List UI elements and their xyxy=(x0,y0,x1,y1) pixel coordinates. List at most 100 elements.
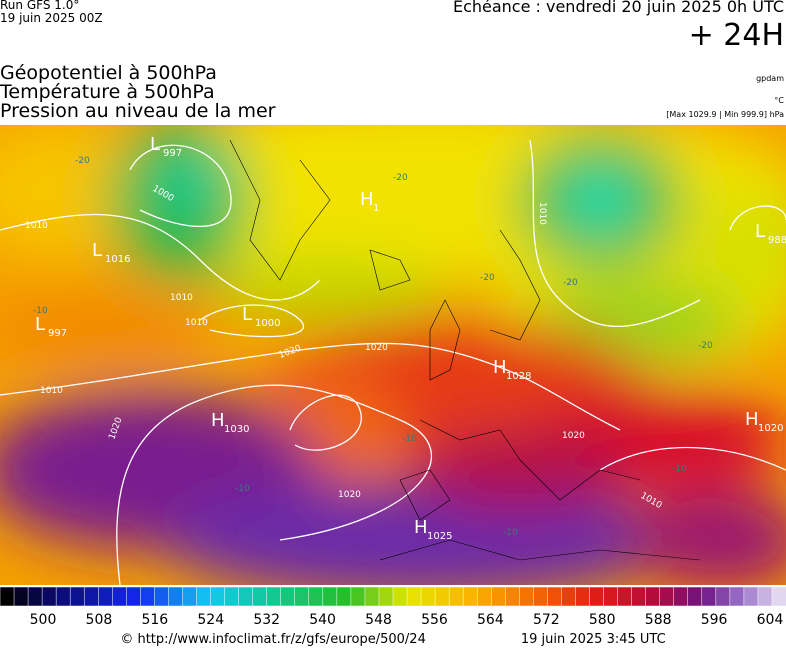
run-date: 19 juin 2025 00Z xyxy=(0,11,103,25)
colorbar-cell xyxy=(55,586,71,607)
pressure-center: H 1030 xyxy=(211,410,249,435)
colorbar-cell xyxy=(491,586,507,607)
temperature-label: -20 xyxy=(563,278,578,288)
colorbar-cell xyxy=(13,586,29,607)
isobar-label: 1020 xyxy=(338,490,361,500)
center-kind: L xyxy=(150,134,160,155)
colorbar-cell xyxy=(434,586,450,607)
isobar-label: 1010 xyxy=(170,293,193,303)
colorbar-cell xyxy=(687,586,703,607)
colorbar-cell xyxy=(196,586,212,607)
colorbar-cell xyxy=(617,586,633,607)
pressure-center: H 1020 xyxy=(745,409,783,434)
colorbar-cell xyxy=(112,586,128,607)
center-kind: L xyxy=(35,314,45,335)
unit-label: gpdam xyxy=(756,74,784,83)
colorbar-cell xyxy=(715,586,731,607)
colorbar-cell xyxy=(631,586,647,607)
temperature-label: -20 xyxy=(480,273,495,283)
colorbar-cell xyxy=(224,586,240,607)
pressure-center: L 997 xyxy=(150,134,182,159)
temperature-label: -10 xyxy=(235,484,250,494)
colorbar-cell xyxy=(0,586,15,607)
colorbar-cell xyxy=(420,586,436,607)
pressure-center: L 997 xyxy=(35,314,67,339)
colorbar-cell xyxy=(98,586,114,607)
isobar-label: 1020 xyxy=(562,431,585,441)
colorbar-cell xyxy=(154,586,170,607)
isobar-label: 1010 xyxy=(185,318,208,328)
colorbar-cell xyxy=(448,586,464,607)
coastlines xyxy=(229,139,701,561)
colorbar-tick-label: 604 xyxy=(757,612,784,628)
center-kind: H xyxy=(493,357,507,378)
colorbar-cell xyxy=(757,586,773,607)
temperature-label: -10 xyxy=(33,306,48,316)
pressure-center: L 1016 xyxy=(92,240,130,265)
colorbar-cell xyxy=(41,586,57,607)
colorbar-cell xyxy=(336,586,352,607)
colorbar-cell xyxy=(350,586,366,607)
colorbar-cell xyxy=(392,586,408,607)
isobars xyxy=(0,139,786,585)
temperature-label: -20 xyxy=(698,341,713,351)
colorbar-cell xyxy=(743,586,759,607)
colorbar-cell xyxy=(701,586,717,607)
colorbar-cell xyxy=(140,586,156,607)
colorbar-cell xyxy=(729,586,745,607)
colorbar-cell xyxy=(505,586,521,607)
temperature-label: -20 xyxy=(75,156,90,166)
colorbar-cell xyxy=(603,586,619,607)
pressure-center: L 1000 xyxy=(242,304,280,329)
center-value: 1020 xyxy=(758,423,783,434)
title-line: Géopotentiel à 500hPa xyxy=(0,62,217,84)
title-line: Température à 500hPa xyxy=(0,81,215,103)
center-value: 1 xyxy=(373,203,379,214)
colorbar-cell xyxy=(589,586,605,607)
center-value: 1025 xyxy=(427,531,452,542)
isobar-label: 1010 xyxy=(537,202,547,225)
run-label: Run GFS 1.0° xyxy=(0,0,80,12)
center-kind: H xyxy=(414,517,428,538)
center-value: 988 xyxy=(768,235,786,246)
footer: © http://www.infoclimat.fr/z/gfs/europe/… xyxy=(0,632,786,647)
center-kind: H xyxy=(745,409,759,430)
colorbar-cell xyxy=(168,586,184,607)
center-value: 1028 xyxy=(506,371,531,382)
unit-label: [Max 1029.9 | Min 999.9] hPa xyxy=(666,110,784,119)
colorbar-cell xyxy=(519,586,535,607)
colorbar-cell xyxy=(533,586,549,607)
colorbar-cell xyxy=(771,586,786,607)
colorbar-cell xyxy=(673,586,689,607)
center-value: 1016 xyxy=(105,254,130,265)
temperature-label: -10 xyxy=(503,528,518,538)
colorbar-cell xyxy=(561,586,577,607)
colorbar-cell xyxy=(69,586,85,607)
colorbar-cell xyxy=(406,586,422,607)
center-kind: H xyxy=(211,410,225,431)
colorbar-cell xyxy=(238,586,254,607)
colorbar-tick-label: 588 xyxy=(645,612,672,628)
colorbar-tick-label: 580 xyxy=(589,612,616,628)
colorbar-tick-label: 532 xyxy=(253,612,280,628)
colorbar-tick-label: 508 xyxy=(86,612,113,628)
isobar-label: 1010 xyxy=(40,386,63,396)
colorbar-cell xyxy=(27,586,43,607)
colorbar-cell xyxy=(378,586,394,607)
colorbar-tick-label: 556 xyxy=(421,612,448,628)
colorbar-cell xyxy=(210,586,226,607)
center-value: 1030 xyxy=(224,424,249,435)
colorbar-cell xyxy=(322,586,338,607)
title-line: Pression au niveau de la mer xyxy=(0,100,276,122)
issue-time: 19 juin 2025 3:45 UTC xyxy=(520,632,666,647)
center-kind: H xyxy=(360,189,374,210)
colorbar-cell xyxy=(83,586,100,607)
unit-label: °C xyxy=(774,96,784,105)
field xyxy=(0,125,786,585)
colorbar-cell xyxy=(294,586,310,607)
pressure-center: L 988 xyxy=(755,221,786,246)
center-value: 997 xyxy=(48,328,67,339)
